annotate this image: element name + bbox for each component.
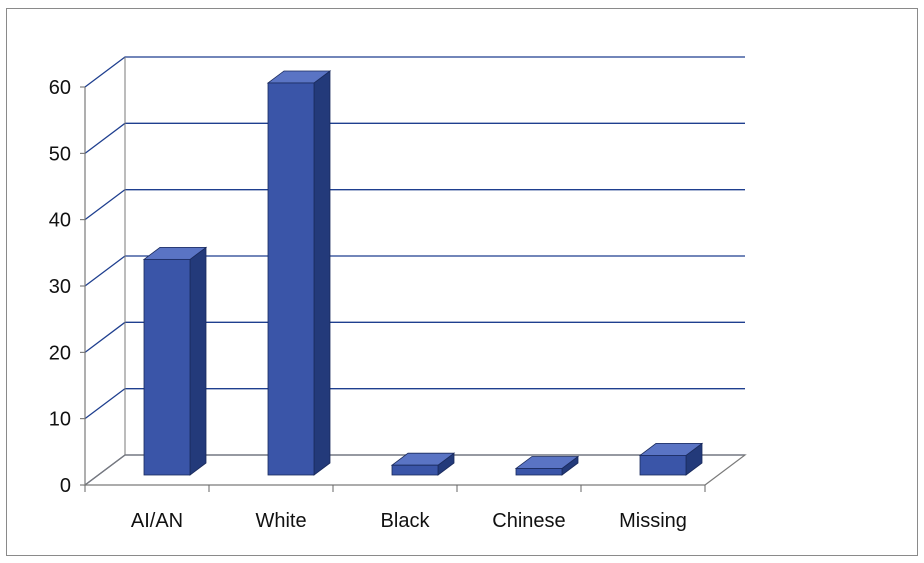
floor-plane xyxy=(83,454,747,486)
y-tick-label: 60 xyxy=(49,77,71,99)
y-tick-label: 40 xyxy=(49,210,71,232)
gridline xyxy=(84,122,745,154)
gridline xyxy=(84,56,745,88)
x-tick-label: AI/AN xyxy=(131,510,183,532)
x-tick-label: Chinese xyxy=(492,510,565,532)
bar xyxy=(391,464,439,476)
bar-side xyxy=(189,246,207,476)
bar xyxy=(143,258,191,476)
x-tick-label: White xyxy=(255,510,306,532)
y-tick-label: 50 xyxy=(49,143,71,165)
bar xyxy=(267,82,315,476)
axis-layer xyxy=(80,57,747,492)
y-tick-label: 10 xyxy=(49,409,71,431)
label-layer: 0 10 20 30 40 50 60 AI/AN White Black Chinese Missi… xyxy=(49,77,687,532)
bar xyxy=(515,468,563,476)
x-tick-label: Missing xyxy=(619,510,687,532)
y-tick-label: 20 xyxy=(49,342,71,364)
bar-side xyxy=(313,70,331,476)
bar-layer xyxy=(142,70,704,476)
bar xyxy=(639,454,687,476)
y-tick-label: 30 xyxy=(49,276,71,298)
gridline xyxy=(84,189,745,221)
y-tick-label: 0 xyxy=(60,475,71,497)
x-tick-label: Black xyxy=(381,510,431,532)
